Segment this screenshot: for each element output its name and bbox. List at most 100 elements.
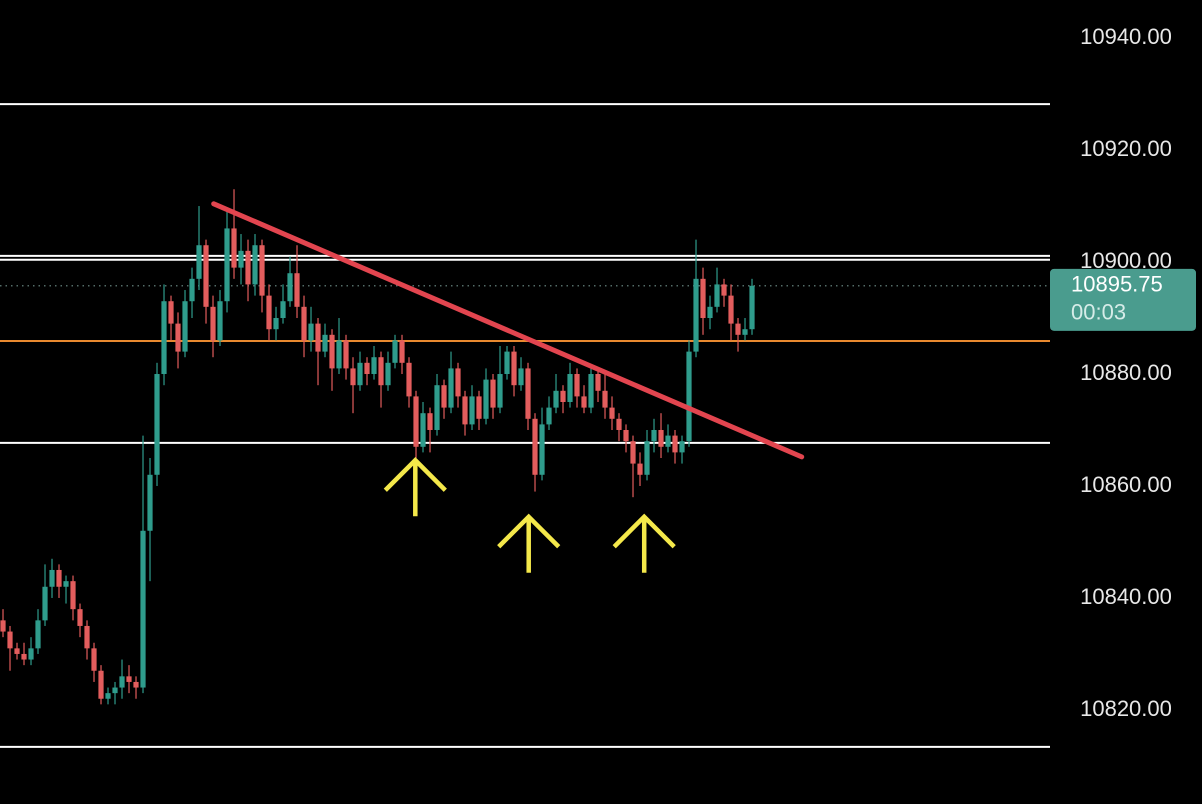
candle-body [294, 273, 300, 307]
last-price-box [1050, 268, 1196, 331]
last-price-label: 10895.75 [1071, 272, 1163, 297]
candle-body [273, 318, 279, 330]
candle-body [238, 250, 244, 268]
candle-body [616, 418, 622, 430]
candle-body [203, 245, 209, 307]
candle-body [14, 648, 20, 654]
candle-body [686, 351, 692, 442]
candle-body [567, 374, 573, 402]
candle-body [357, 362, 363, 386]
candle-body [728, 295, 734, 324]
candle-body [406, 362, 412, 397]
trendline [211, 201, 805, 460]
candle-body [630, 441, 636, 464]
candle-body [714, 284, 720, 307]
candle-body [462, 396, 468, 425]
candle-body [287, 273, 293, 302]
candle-body [322, 334, 328, 352]
candle-body [42, 586, 48, 621]
candle-body [56, 569, 62, 587]
candle-body [98, 670, 104, 699]
candle-body [469, 396, 475, 425]
candle-body [119, 676, 125, 688]
candle-body [588, 374, 594, 408]
candle-body [455, 368, 461, 397]
candle-body [217, 301, 223, 341]
candle-body [609, 407, 615, 419]
candle-body [644, 441, 650, 475]
y-tick-label: 10880.00 [1080, 360, 1172, 385]
candle-body [77, 609, 83, 626]
candle-body [371, 357, 377, 375]
candle-body [343, 340, 349, 369]
arrow [383, 457, 447, 517]
arrow [497, 513, 561, 573]
candle-body [623, 429, 629, 442]
candle-body [595, 374, 601, 391]
candle-body [637, 463, 643, 475]
candle-body [308, 323, 314, 341]
y-tick-label: 10900.00 [1080, 248, 1172, 273]
candle-body [497, 374, 503, 408]
candle-body [420, 413, 426, 447]
candle-body [196, 245, 202, 279]
candle-body [231, 228, 237, 268]
arrow [612, 513, 676, 573]
candle-body [378, 357, 384, 386]
candle-body [126, 676, 132, 682]
candle-body [70, 581, 76, 610]
candle-body [602, 390, 608, 408]
candle-body [483, 379, 489, 419]
candle-body [105, 693, 111, 699]
candle-body [175, 323, 181, 352]
candle-body [672, 435, 678, 453]
candle-body [560, 390, 566, 402]
candle-body [182, 301, 188, 352]
candle-body [448, 368, 454, 408]
candle-body [112, 687, 118, 694]
candle-body [364, 362, 370, 375]
candle-body [252, 245, 258, 285]
candle-body [133, 681, 139, 688]
y-tick-label: 10940.00 [1080, 24, 1172, 49]
candle-body [721, 284, 727, 296]
candle-body [21, 653, 27, 660]
candle-body [392, 340, 398, 363]
candle-body [147, 474, 153, 531]
candle-body [168, 301, 174, 324]
candle-body [161, 301, 167, 375]
candle-body [532, 418, 538, 475]
candle-body [427, 413, 433, 430]
candle-body [35, 620, 41, 649]
candle-body [245, 250, 251, 285]
candle-body [399, 340, 405, 363]
candle-body [679, 441, 685, 453]
candle-body [154, 374, 160, 475]
candle-body [735, 323, 741, 335]
candle-body [259, 245, 265, 296]
candle-body [336, 340, 342, 369]
candle-body [511, 351, 517, 386]
candle-body [518, 368, 524, 386]
candle-body [546, 407, 552, 425]
candle-body [140, 530, 146, 688]
y-tick-label: 10860.00 [1080, 472, 1172, 497]
candle-body [84, 625, 90, 649]
candle-body [224, 228, 230, 302]
y-tick-label: 10920.00 [1080, 136, 1172, 161]
candle-body [700, 278, 706, 319]
candle-body [189, 278, 195, 302]
candle-body [574, 374, 580, 397]
candle-body [315, 323, 321, 352]
candle-body [441, 385, 447, 408]
candle-body [49, 569, 55, 587]
candle-body [658, 429, 664, 447]
candle-body [651, 429, 657, 442]
candle-body [742, 329, 748, 335]
candle-body [301, 306, 307, 341]
candle-body [91, 648, 97, 671]
candle-body [413, 396, 419, 447]
candle-body [665, 435, 671, 447]
countdown-label: 00:03 [1071, 300, 1126, 325]
